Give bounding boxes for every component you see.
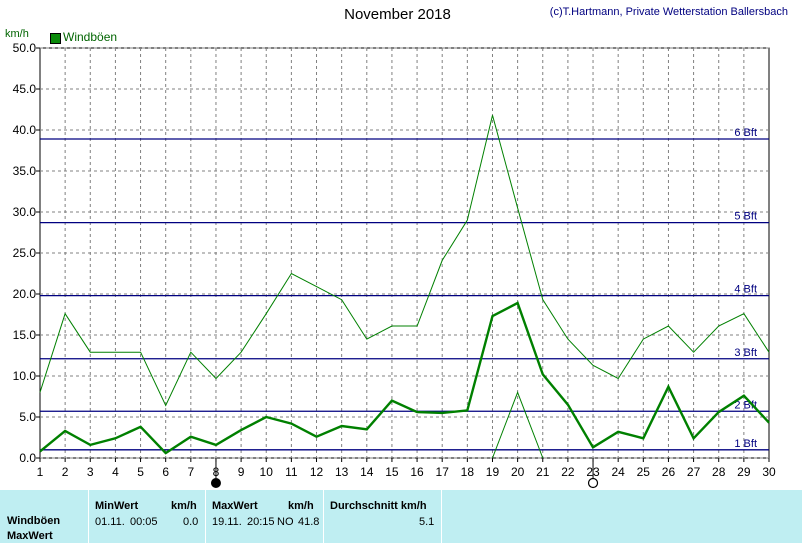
max-series-line	[39, 115, 770, 407]
max-unit: km/h	[288, 500, 314, 512]
x-tick-label: 26	[662, 465, 676, 479]
y-tick-label: 35.0	[13, 164, 37, 178]
bft-label: 3 Bft	[734, 347, 757, 359]
min-date: 01.11.	[95, 516, 125, 528]
x-tick-label: 17	[436, 465, 450, 479]
max-cell: MaxWert km/h 19.11. 20:15 NO 41.8	[206, 490, 324, 543]
chart-title: November 2018	[344, 6, 451, 23]
x-tick-label: 29	[737, 465, 751, 479]
bft-label: 4 Bft	[734, 284, 757, 296]
x-tick-label: 9	[238, 465, 245, 479]
y-tick-label: 10.0	[13, 369, 37, 383]
x-tick-label: 13	[335, 465, 349, 479]
x-tick-label: 30	[762, 465, 776, 479]
y-tick-label: 5.0	[19, 410, 36, 424]
x-tick-label: 1	[37, 465, 44, 479]
x-tick-label: 6	[162, 465, 169, 479]
max-header: MaxWert	[212, 500, 258, 512]
copyright-text: (c)T.Hartmann, Private Wetterstation Bal…	[549, 6, 788, 18]
y-tick-label: 40.0	[13, 123, 37, 137]
x-tick-label: 12	[310, 465, 324, 479]
x-tick-label: 22	[561, 465, 575, 479]
x-tick-label: 15	[385, 465, 399, 479]
max-value: 41.8	[298, 516, 320, 528]
row-label-maxwert: MaxWert	[7, 530, 53, 542]
avg-header: Durchschnitt km/h	[330, 500, 427, 512]
y-unit-label: km/h	[5, 28, 29, 40]
min-unit: km/h	[171, 500, 197, 512]
x-tick-label: 2	[62, 465, 69, 479]
x-tick-label: 11	[285, 465, 298, 479]
summary-table: Windböen MaxWert MinWert km/h 01.11. 00:…	[0, 490, 802, 543]
x-tick-label: 19	[486, 465, 500, 479]
x-tick-label: 7	[187, 465, 194, 479]
bft-label: 1 Bft	[734, 438, 757, 450]
x-tick-label: 4	[112, 465, 119, 479]
x-tick-label: 10	[260, 465, 274, 479]
max-direction: NO	[277, 516, 294, 528]
max-time: 20:15	[247, 516, 275, 528]
wind-chart: 0.0 5.0 10.0 15.0 20.0 25.0 30.0 35.0 40.0 45.0 50…	[13, 41, 776, 489]
y-tick-label: 20.0	[13, 287, 37, 301]
legend-swatch	[50, 33, 61, 44]
y-tick-label: 50.0	[13, 41, 37, 55]
min-time: 00:05	[130, 516, 158, 528]
x-tick-label: 27	[687, 465, 701, 479]
x-tick-label: 5	[137, 465, 144, 479]
new-moon-icon	[210, 478, 221, 488]
y-tick-label: 25.0	[13, 246, 37, 260]
x-tick-label: 3	[87, 465, 94, 479]
min-value: 0.0	[183, 516, 199, 528]
x-tick-label: 16	[410, 465, 424, 479]
x-tick-label: 24	[611, 465, 625, 479]
min-header: MinWert	[95, 500, 139, 512]
avg-cell: Durchschnitt km/h 5.1	[324, 490, 442, 543]
row-label-windboeen: Windböen	[7, 515, 61, 527]
y-tick-label: 30.0	[13, 205, 37, 219]
max-date: 19.11.	[212, 516, 242, 528]
y-tick-label: 15.0	[13, 328, 37, 342]
min-series-line	[492, 391, 544, 459]
x-tick-label: 28	[712, 465, 726, 479]
x-tick-label: 20	[511, 465, 525, 479]
y-tick-label: 45.0	[13, 82, 37, 96]
x-tick-label: 25	[637, 465, 651, 479]
x-tick-label: 18	[461, 465, 475, 479]
bft-label: 6 Bft	[734, 127, 757, 139]
legend-label: Windböen	[63, 30, 118, 44]
row-label-cell: Windböen MaxWert	[0, 490, 89, 543]
daily-gust-line	[39, 301, 770, 455]
x-tick-label: 14	[360, 465, 374, 479]
full-moon-icon	[587, 477, 599, 489]
min-cell: MinWert km/h 01.11. 00:05 0.0	[89, 490, 206, 543]
avg-value: 5.1	[419, 516, 435, 528]
bft-label: 5 Bft	[734, 211, 757, 223]
x-tick-label: 21	[536, 465, 550, 479]
y-tick-label: 0.0	[19, 451, 36, 465]
